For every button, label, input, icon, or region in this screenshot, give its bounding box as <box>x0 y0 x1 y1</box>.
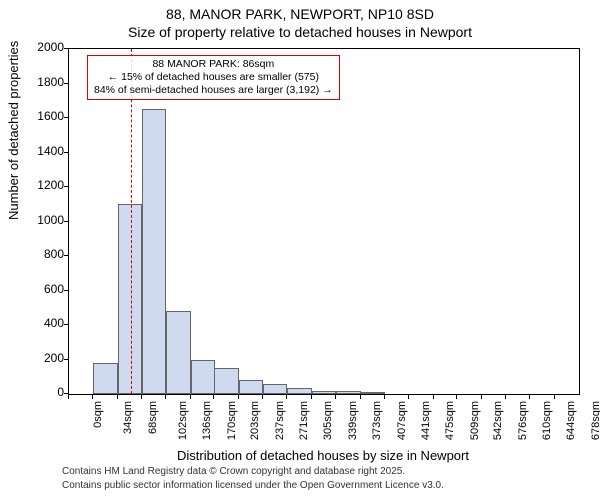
x-tick-label: 34sqm <box>122 401 134 434</box>
x-tick-mark <box>456 395 457 399</box>
x-tick-label: 305sqm <box>323 401 335 440</box>
histogram-bar <box>361 392 385 394</box>
histogram-bars <box>69 49 579 394</box>
x-tick-mark <box>92 395 93 399</box>
x-tick-mark <box>190 395 191 399</box>
x-tick-label: 542sqm <box>492 401 504 440</box>
x-tick-mark <box>408 395 409 399</box>
chart-container: 88, MANOR PARK, NEWPORT, NP10 8SD Size o… <box>0 0 600 500</box>
x-tick-mark <box>335 395 336 399</box>
y-tick-label: 1600 <box>22 109 64 123</box>
x-tick-mark <box>505 395 506 399</box>
x-tick-mark <box>238 395 239 399</box>
x-tick-mark <box>529 395 530 399</box>
title-line-2: Size of property relative to detached ho… <box>0 24 600 40</box>
annotation-line-3: 84% of semi-detached houses are larger (… <box>94 84 333 97</box>
histogram-bar <box>336 391 360 394</box>
x-tick-label: 136sqm <box>202 401 214 440</box>
x-tick-label: 0sqm <box>92 401 104 428</box>
y-tick-label: 400 <box>22 316 64 330</box>
annotation-line-1: 88 MANOR PARK: 86sqm <box>94 58 333 71</box>
y-tick-label: 200 <box>22 351 64 365</box>
x-tick-label: 170sqm <box>226 401 238 440</box>
x-tick-label: 102sqm <box>177 401 189 440</box>
y-axis-label: Number of detached properties <box>6 41 21 220</box>
x-ticks: 0sqm 34sqm 68sqm 102sqm 136sqm 170sqm 203sqm 23… <box>68 395 578 450</box>
x-tick-mark <box>141 395 142 399</box>
y-tick-label: 1200 <box>22 178 64 192</box>
histogram-bar <box>263 384 287 394</box>
x-tick-mark <box>433 395 434 399</box>
footer-line-1: Contains HM Land Registry data © Crown c… <box>62 466 405 477</box>
y-tick-label: 600 <box>22 282 64 296</box>
x-tick-mark <box>311 395 312 399</box>
y-tick-label: 1400 <box>22 144 64 158</box>
annotation-line-2: ← 15% of detached houses are smaller (57… <box>94 71 333 84</box>
x-tick-label: 339sqm <box>347 401 359 440</box>
histogram-bar <box>214 368 238 394</box>
x-tick-label: 271sqm <box>298 401 310 440</box>
x-tick-label: 237sqm <box>274 401 286 440</box>
plot-area: 88 MANOR PARK: 86sqm ← 15% of detached h… <box>68 48 580 395</box>
x-tick-label: 203sqm <box>250 401 262 440</box>
histogram-bar <box>142 109 166 394</box>
histogram-bar <box>93 363 117 394</box>
y-tick-label: 2000 <box>22 40 64 54</box>
x-axis-label: Distribution of detached houses by size … <box>68 448 578 463</box>
x-tick-mark <box>117 395 118 399</box>
x-tick-label: 678sqm <box>590 401 600 440</box>
x-tick-label: 509sqm <box>469 401 481 440</box>
x-tick-mark <box>286 395 287 399</box>
annotation-box: 88 MANOR PARK: 86sqm ← 15% of detached h… <box>87 55 340 100</box>
x-tick-mark <box>68 395 69 399</box>
x-tick-mark <box>213 395 214 399</box>
histogram-bar <box>312 391 336 394</box>
x-tick-mark <box>360 395 361 399</box>
footer-line-2: Contains public sector information licen… <box>62 480 444 491</box>
x-tick-label: 475sqm <box>444 401 456 440</box>
x-tick-mark <box>481 395 482 399</box>
reference-line <box>131 49 132 394</box>
y-tick-label: 1800 <box>22 75 64 89</box>
x-tick-label: 644sqm <box>565 401 577 440</box>
x-tick-label: 68sqm <box>147 401 159 434</box>
histogram-bar <box>166 311 190 394</box>
title-line-1: 88, MANOR PARK, NEWPORT, NP10 8SD <box>0 6 600 22</box>
x-tick-mark <box>165 395 166 399</box>
x-tick-label: 441sqm <box>420 401 432 440</box>
x-tick-mark <box>384 395 385 399</box>
x-tick-label: 373sqm <box>371 401 383 440</box>
y-tick-label: 0 <box>22 385 64 399</box>
x-tick-label: 576sqm <box>517 401 529 440</box>
y-tick-label: 1000 <box>22 213 64 227</box>
y-tick-label: 800 <box>22 247 64 261</box>
x-tick-label: 610sqm <box>541 401 553 440</box>
histogram-bar <box>287 388 311 394</box>
x-tick-mark <box>554 395 555 399</box>
histogram-bar <box>239 380 263 394</box>
histogram-bar <box>191 360 215 395</box>
x-tick-label: 407sqm <box>396 401 408 440</box>
x-tick-mark <box>262 395 263 399</box>
